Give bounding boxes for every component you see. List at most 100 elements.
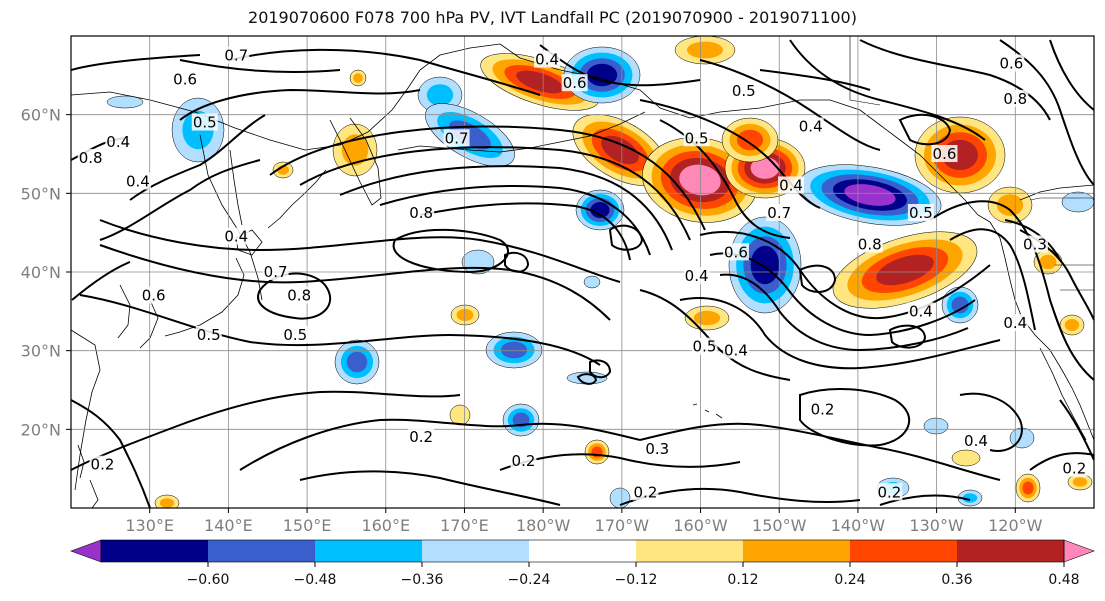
coastline: [71, 329, 101, 491]
contour-label: 0.5: [909, 204, 933, 222]
contour-label: 0.5: [193, 114, 217, 132]
coastline: [139, 299, 159, 349]
ivt-contour: [504, 251, 530, 273]
contour-label-bg: [223, 46, 250, 64]
contour-label: 0.6: [173, 70, 197, 88]
coastline: [329, 117, 382, 206]
colorbar-swatch: [957, 540, 1064, 562]
contour-label-bg: [778, 176, 805, 194]
ivt-contour: [798, 264, 837, 293]
ivt-contour: [949, 228, 1036, 331]
contour-label-bg: [809, 400, 836, 418]
ivt-contour: [339, 165, 673, 251]
pv-anomaly-shade: [750, 245, 780, 285]
lon-tick-label: 150°E: [283, 516, 332, 535]
colorbar-swatch: [208, 540, 315, 562]
pv-anomaly-shade: [583, 275, 601, 289]
contour-label-bg: [683, 266, 710, 284]
lat-tick-label: 50°N: [21, 184, 61, 203]
lon-tick-label: 120°W: [988, 516, 1043, 535]
ivt-contour: [639, 289, 791, 381]
contour-label-bg: [931, 145, 958, 162]
pv-anomaly-shade: [601, 135, 639, 165]
pv-anomaly-shade: [346, 351, 368, 373]
pv-anomaly-shade: [679, 164, 721, 196]
contour-label: 0.6: [999, 55, 1023, 73]
ivt-contour: [879, 494, 971, 506]
contour-label: 0.4: [106, 133, 130, 151]
coastline: [1039, 347, 1087, 441]
coastline: [71, 43, 501, 151]
coastline: [164, 257, 245, 337]
colorbar-swatch: [743, 540, 850, 562]
ivt-contour: [576, 373, 598, 385]
coastline: [499, 43, 991, 223]
colorbar-tick-label: −0.12: [615, 572, 658, 588]
pv-anomaly-shade: [159, 498, 175, 508]
longitude-axis: 130°E 140°E 150°E 160°E 170°E 180°W 170°W 160°W…: [125, 508, 1043, 535]
ivt-contour: [99, 244, 611, 321]
pv-anomaly-shade: [1022, 481, 1034, 495]
contour-label: 0.5: [283, 326, 307, 344]
pv-anomaly-shade: [693, 310, 721, 326]
contour-label-bg: [191, 113, 218, 131]
ivt-contour: [898, 113, 952, 146]
lat-tick-label: 20°N: [21, 420, 61, 439]
colorbar-swatch: [101, 540, 208, 562]
lon-tick-label: 140°W: [831, 516, 886, 535]
pv-anomaly-shade: [962, 493, 978, 503]
colorbar-swatch: [529, 540, 636, 562]
contour-label: 0.4: [799, 117, 823, 135]
contour-label: 0.5: [732, 82, 756, 100]
ivt-contour: [299, 146, 691, 241]
pv-anomaly-shade: [106, 95, 144, 109]
contour-label: 0.2: [877, 483, 901, 501]
lat-tick-label: 30°N: [21, 342, 61, 361]
contour-label-bg: [195, 325, 222, 343]
ivt-contour: [888, 324, 927, 349]
pv-anomaly-shade: [449, 404, 471, 426]
contour-label-bg: [632, 483, 659, 501]
contour-label: 0.6: [142, 287, 166, 305]
contour-label-bg: [907, 302, 934, 320]
pv-anomaly-shade: [1072, 477, 1088, 487]
contour-label: 0.3: [1023, 235, 1047, 253]
ivt-contour: [99, 159, 261, 241]
pv-anomaly-shade: [844, 184, 896, 206]
contour-label: 0.6: [563, 74, 587, 92]
contour-label-bg: [534, 50, 561, 68]
pv-anomaly-shade: [923, 417, 949, 435]
contour-label: 0.4: [964, 432, 988, 450]
pv-anomaly-shade: [516, 70, 564, 94]
contour-label-bg: [172, 70, 199, 88]
contour-label: 0.5: [693, 338, 717, 356]
pv-anomaly-shade: [590, 202, 610, 218]
ivt-contour: [392, 228, 510, 274]
map-title: 2019070600 F078 700 hPa PV, IVT Landfall…: [248, 8, 857, 27]
coastline: [267, 169, 327, 229]
lon-tick-label: 140°E: [204, 516, 253, 535]
ivt-contour: [99, 219, 621, 283]
ivt-contour: [419, 59, 541, 96]
lat-tick-label: 40°N: [21, 263, 61, 282]
pv-anomaly-shade: [426, 84, 454, 106]
pv-anomaly-shade: [461, 249, 495, 275]
ivt-contour: [709, 252, 976, 337]
colorbar-frame: [100, 539, 1065, 563]
political-border: [849, 36, 881, 106]
ivt-contour: [499, 453, 741, 471]
contour-label: 0.4: [224, 228, 248, 246]
pv-anomaly-shade: [1039, 254, 1057, 270]
contour-label-bg: [105, 133, 132, 151]
contour-label: 0.2: [512, 452, 536, 470]
lon-tick-label: 160°E: [361, 516, 410, 535]
ivt-contour: [257, 272, 332, 320]
ivt-contour: [719, 273, 969, 352]
contour-label: 0.2: [634, 483, 658, 501]
contour-label-bg: [691, 337, 718, 355]
ivt-contour: [699, 230, 991, 320]
ivt-contour: [239, 418, 641, 471]
contour-label-bg: [223, 227, 250, 245]
ivt-contour: [699, 59, 881, 151]
